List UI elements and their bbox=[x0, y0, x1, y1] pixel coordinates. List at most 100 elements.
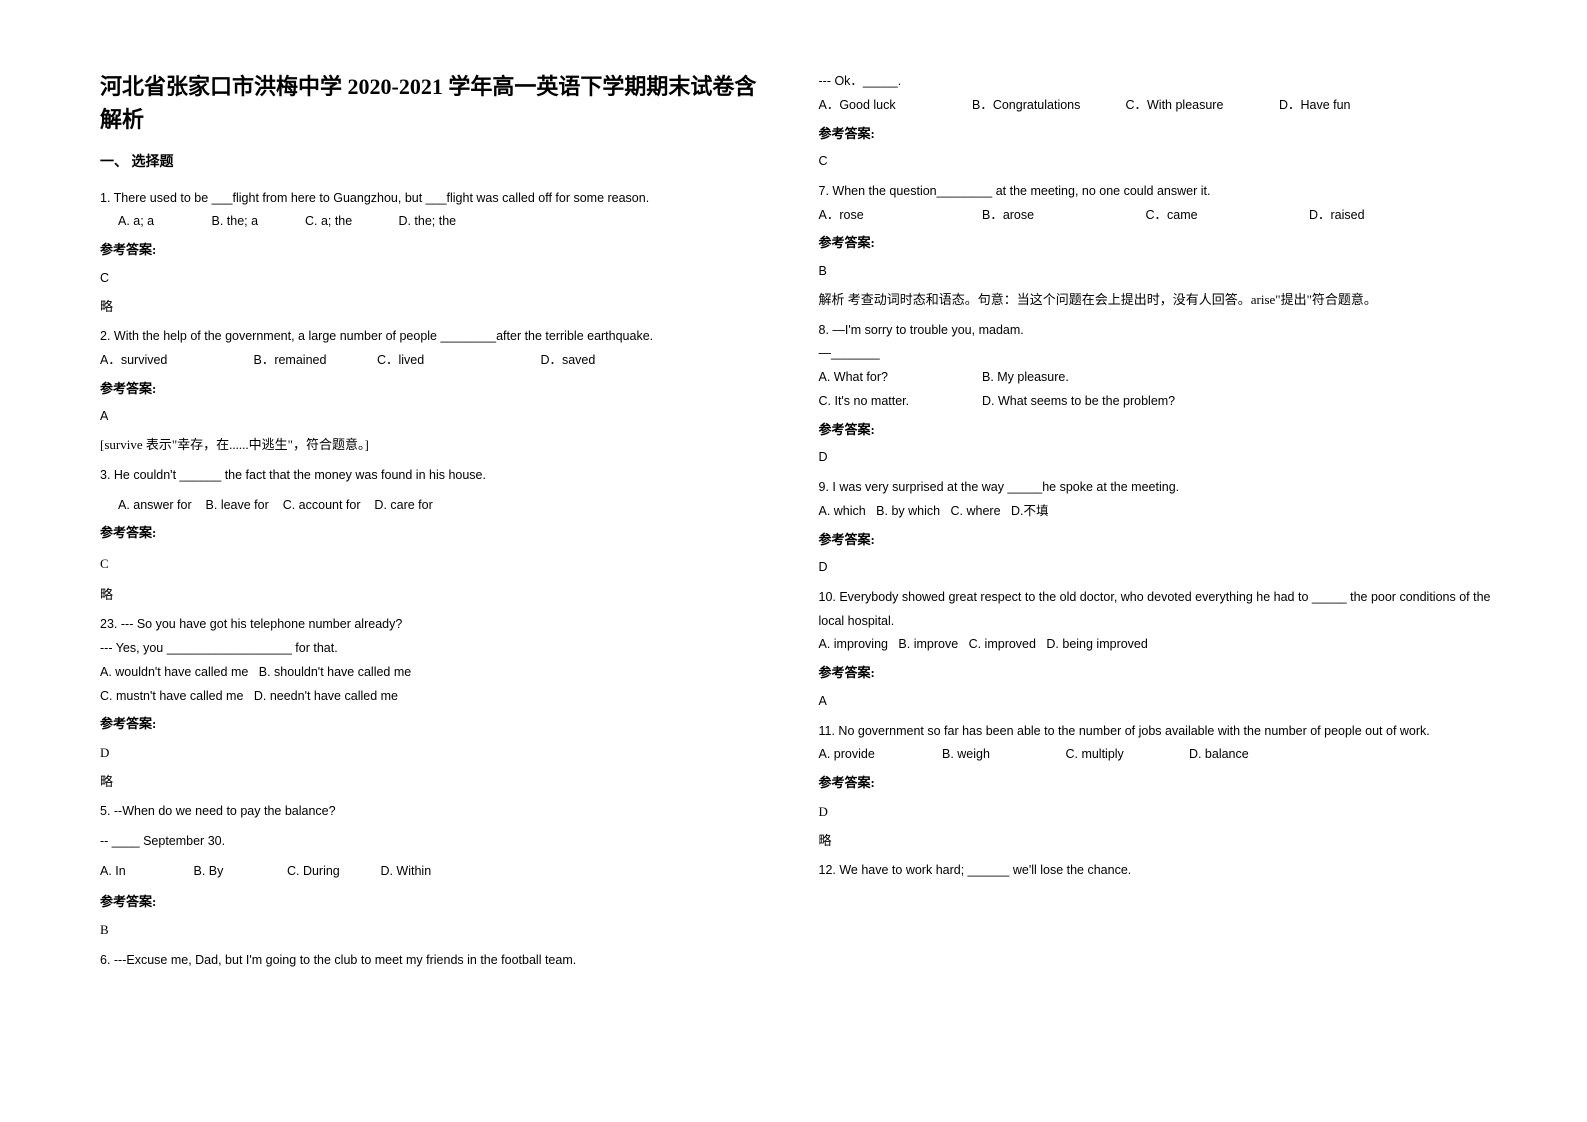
q6-line2: --- Ok．_____. bbox=[819, 70, 1498, 94]
q8-opts-row1: A. What for? B. My pleasure. bbox=[819, 366, 1498, 390]
q6-opt-a: A．Good luck bbox=[819, 94, 969, 118]
q6-answer: C bbox=[819, 150, 1498, 174]
q5-opt-c: C. During bbox=[287, 860, 377, 884]
q7-opt-d: D．raised bbox=[1309, 204, 1365, 228]
q11-options: A. provide B. weigh C. multiply D. balan… bbox=[819, 743, 1498, 767]
q7-options: A．rose B．arose C．came D．raised bbox=[819, 204, 1498, 228]
q1-options: A. a; a B. the; a C. a; the D. the; the bbox=[100, 210, 769, 234]
q9-options: A. which B. by which C. where D.不填 bbox=[819, 500, 1498, 524]
q11-opt-b: B. weigh bbox=[942, 743, 1062, 767]
q3-stem: 3. He couldn't ______ the fact that the … bbox=[100, 464, 769, 488]
q8-opts-row2: C. It's no matter. D. What seems to be t… bbox=[819, 390, 1498, 414]
q7-stem: 7. When the question________ at the meet… bbox=[819, 180, 1498, 204]
q1-opt-a: A. a; a bbox=[118, 210, 208, 234]
q7-note: 解析 考查动词时态和语态。句意：当这个问题在会上提出时，没有人回答。arise"… bbox=[819, 288, 1498, 313]
q11-opt-a: A. provide bbox=[819, 743, 939, 767]
q1-opt-c: C. a; the bbox=[305, 210, 395, 234]
q3-opt-a: A. answer for bbox=[118, 494, 192, 518]
page-title: 河北省张家口市洪梅中学 2020-2021 学年高一英语下学期期末试卷含解析 bbox=[100, 70, 769, 136]
q1-opt-d: D. the; the bbox=[398, 210, 488, 234]
q2-stem: 2. With the help of the government, a la… bbox=[100, 325, 769, 349]
q2-opt-d: D．saved bbox=[540, 349, 595, 373]
q9-opt-a: A. which bbox=[819, 500, 866, 524]
answer-label: 参考答案: bbox=[819, 771, 1498, 796]
q1-answer: C bbox=[100, 267, 769, 291]
q4-opts-row1: A. wouldn't have called me B. shouldn't … bbox=[100, 661, 769, 685]
answer-label: 参考答案: bbox=[819, 661, 1498, 686]
q6-stem: 6. ---Excuse me, Dad, but I'm going to t… bbox=[100, 949, 769, 973]
q10-answer: A bbox=[819, 690, 1498, 714]
q5-answer: B bbox=[100, 918, 769, 943]
q5-options: A. In B. By C. During D. Within bbox=[100, 860, 769, 884]
q8-opt-b: B. My pleasure. bbox=[982, 366, 1069, 390]
answer-label: 参考答案: bbox=[100, 712, 769, 737]
q10-opt-d: D. being improved bbox=[1046, 633, 1147, 657]
q1-opt-b: B. the; a bbox=[211, 210, 301, 234]
q4-answer: D bbox=[100, 741, 769, 766]
q3-options: A. answer for B. leave for C. account fo… bbox=[100, 494, 769, 518]
q7-opt-b: B．arose bbox=[982, 204, 1142, 228]
q10-options: A. improving B. improve C. improved D. b… bbox=[819, 633, 1498, 657]
q6-opt-d: D．Have fun bbox=[1279, 94, 1351, 118]
q8-opt-a: A. What for? bbox=[819, 366, 979, 390]
q5-opt-a: A. In bbox=[100, 860, 190, 884]
answer-label: 参考答案: bbox=[100, 377, 769, 402]
q10-stem: 10. Everybody showed great respect to th… bbox=[819, 586, 1498, 634]
q9-stem: 9. I was very surprised at the way _____… bbox=[819, 476, 1498, 500]
q3-note: 略 bbox=[100, 583, 769, 608]
q10-opt-a: A. improving bbox=[819, 633, 888, 657]
q8-line2: —_______ bbox=[819, 342, 1498, 366]
q3-opt-b: B. leave for bbox=[206, 494, 269, 518]
q8-answer: D bbox=[819, 446, 1498, 470]
q8-opt-d: D. What seems to be the problem? bbox=[982, 390, 1175, 414]
q9-opt-c: C. where bbox=[951, 500, 1001, 524]
q4-line2: --- Yes, you __________________ for that… bbox=[100, 637, 769, 661]
q3-answer: C bbox=[100, 552, 769, 577]
q4-opt-b: B. shouldn't have called me bbox=[259, 665, 411, 679]
q4-note: 略 bbox=[100, 770, 769, 795]
q5-opt-d: D. Within bbox=[380, 860, 470, 884]
q4-opt-c: C. mustn't have called me bbox=[100, 689, 243, 703]
q7-opt-a: A．rose bbox=[819, 204, 979, 228]
q2-answer: A bbox=[100, 405, 769, 429]
q11-stem: 11. No government so far has been able t… bbox=[819, 720, 1498, 744]
q2-note: [survive 表示"幸存，在......中逃生"，符合题意。] bbox=[100, 433, 769, 458]
q10-opt-b: B. improve bbox=[898, 633, 958, 657]
q9-opt-b: B. by which bbox=[876, 500, 940, 524]
section-header: 一、 选择题 bbox=[100, 150, 769, 177]
q3-opt-d: D. care for bbox=[374, 494, 432, 518]
q4-num: 23. bbox=[100, 617, 117, 631]
q5-stem: 5. --When do we need to pay the balance? bbox=[100, 800, 769, 824]
answer-label: 参考答案: bbox=[819, 418, 1498, 443]
q2-opt-a: A．survived bbox=[100, 349, 250, 373]
q12-stem: 12. We have to work hard; ______ we'll l… bbox=[819, 859, 1498, 883]
answer-label: 参考答案: bbox=[819, 122, 1498, 147]
q4-opt-a: A. wouldn't have called me bbox=[100, 665, 248, 679]
q5-line2: -- ____ September 30. bbox=[100, 830, 769, 854]
q9-opt-d: D.不填 bbox=[1011, 500, 1049, 524]
q5-opt-b: B. By bbox=[193, 860, 283, 884]
q4-stem: --- So you have got his telephone number… bbox=[121, 617, 402, 631]
q4-opt-d: D. needn't have called me bbox=[254, 689, 398, 703]
answer-label: 参考答案: bbox=[819, 231, 1498, 256]
q6-options: A．Good luck B．Congratulations C．With ple… bbox=[819, 94, 1498, 118]
q1-note: 略 bbox=[100, 295, 769, 320]
q4-line1: 23. --- So you have got his telephone nu… bbox=[100, 613, 769, 637]
q11-answer: D bbox=[819, 800, 1498, 825]
q7-answer: B bbox=[819, 260, 1498, 284]
answer-label: 参考答案: bbox=[100, 890, 769, 915]
q3-opt-c: C. account for bbox=[283, 494, 361, 518]
answer-label: 参考答案: bbox=[100, 521, 769, 546]
answer-label: 参考答案: bbox=[100, 238, 769, 263]
answer-label: 参考答案: bbox=[819, 528, 1498, 553]
q8-opt-c: C. It's no matter. bbox=[819, 390, 979, 414]
q11-opt-d: D. balance bbox=[1189, 743, 1249, 767]
q11-note: 略 bbox=[819, 829, 1498, 854]
q4-opts-row2: C. mustn't have called me D. needn't hav… bbox=[100, 685, 769, 709]
q2-options: A．survived B．remained C．lived D．saved bbox=[100, 349, 769, 373]
q6-opt-c: C．With pleasure bbox=[1125, 94, 1275, 118]
q8-stem: 8. —I'm sorry to trouble you, madam. bbox=[819, 319, 1498, 343]
q10-opt-c: C. improved bbox=[969, 633, 1036, 657]
q2-opt-b: B．remained bbox=[253, 349, 373, 373]
q7-opt-c: C．came bbox=[1145, 204, 1305, 228]
